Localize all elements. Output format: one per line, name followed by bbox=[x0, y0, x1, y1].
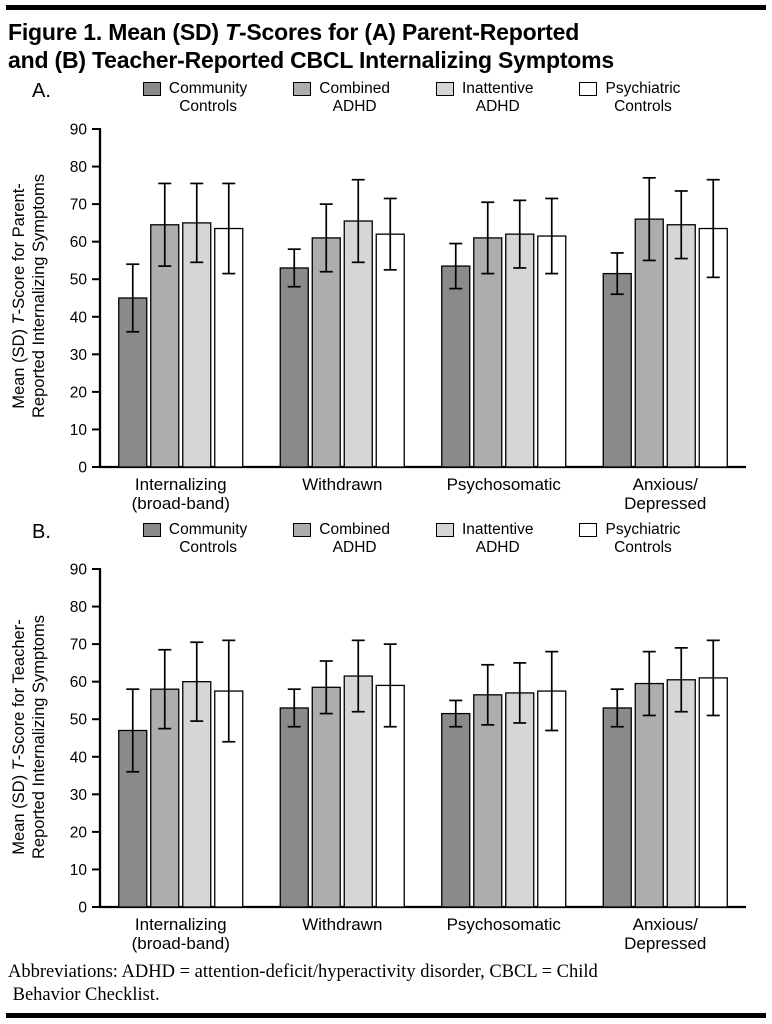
bar-inattentive-adhd bbox=[343, 675, 373, 908]
x-category-label: Psychosomatic bbox=[447, 475, 562, 494]
chart-panel-a: 90 80 70 60 50 40 30 20 10 0 Internalizing (broad-b… bbox=[70, 121, 746, 513]
y-tick-label: 60 bbox=[70, 674, 88, 691]
figure-title: Figure 1. Mean (SD) T-Scores for (A) Par… bbox=[8, 18, 766, 74]
y-tick-label: 60 bbox=[70, 234, 88, 251]
y-tick-label: 20 bbox=[70, 825, 88, 842]
legend-panel-a: Community Controls Combined ADHD Inattenti… bbox=[142, 80, 680, 117]
panel-b-ylabel-col: Mean (SD) T-Score for Teacher- Reported … bbox=[6, 559, 52, 953]
bar-combined-adhd bbox=[311, 686, 341, 908]
legend-label: Community Controls bbox=[168, 80, 248, 116]
x-category-label: Internalizing (broad-band) bbox=[132, 475, 230, 513]
text-segment: Mean (SD) bbox=[9, 324, 28, 409]
bar-inattentive-adhd bbox=[505, 233, 535, 468]
panel-a-ylabel-col: Mean (SD) T-Score for Parent- Reported I… bbox=[6, 119, 52, 513]
y-tick-label: 20 bbox=[70, 384, 88, 401]
legend-item-combined: Combined ADHD bbox=[293, 80, 390, 117]
legend-item-inattentive: Inattentive ADHD bbox=[435, 80, 534, 117]
bar-community-controls bbox=[279, 707, 309, 908]
legend-swatch bbox=[579, 522, 598, 537]
bar-inattentive-adhd bbox=[666, 223, 696, 468]
panel-b-label: B. bbox=[32, 520, 51, 543]
y-tick-label: 50 bbox=[70, 712, 88, 729]
panel-a-header: A. Community Controls Combined ADHD Inatte… bbox=[32, 80, 766, 117]
legend-panel-b: Community Controls Combined ADHD Inattenti… bbox=[142, 520, 680, 558]
legend-label: Combined ADHD bbox=[319, 80, 390, 116]
bar-combined-adhd bbox=[311, 236, 341, 468]
legend-item-community: Community Controls bbox=[142, 520, 248, 558]
legend-label: Psychiatric Controls bbox=[605, 80, 681, 116]
bar-combined-adhd bbox=[634, 683, 664, 908]
y-tick-label: 40 bbox=[70, 749, 88, 766]
legend-swatch bbox=[435, 82, 454, 97]
y-tick-label: 90 bbox=[70, 562, 88, 579]
legend-label: Inattentive ADHD bbox=[461, 80, 534, 116]
x-category-label: Anxious/Depressed bbox=[624, 475, 706, 513]
bar-community-controls bbox=[441, 265, 471, 468]
text-segment: Mean (SD) bbox=[9, 769, 28, 855]
bottom-rule bbox=[6, 1013, 766, 1018]
legend-item-community: Community Controls bbox=[142, 80, 248, 117]
bar-inattentive-adhd bbox=[505, 692, 535, 908]
x-category-label: Withdrawn bbox=[302, 475, 382, 494]
y-tick-label: 0 bbox=[78, 459, 87, 476]
italic-text-segment: T bbox=[225, 19, 239, 45]
y-tick-label: 70 bbox=[70, 196, 88, 213]
legend-item-psychiatric: Psychiatric Controls bbox=[579, 521, 680, 558]
y-tick-label: 80 bbox=[70, 159, 88, 176]
y-axis-label-teacher: Mean (SD) T-Score for Teacher- Reported … bbox=[9, 552, 49, 922]
italic-text-segment: T bbox=[9, 314, 28, 325]
top-rule bbox=[6, 5, 766, 10]
y-tick-label: 70 bbox=[70, 637, 88, 654]
legend-item-inattentive: Inattentive ADHD bbox=[435, 520, 534, 558]
legend-label: Inattentive ADHD bbox=[461, 520, 534, 556]
bar-inattentive-adhd bbox=[182, 221, 212, 468]
y-tick-label: 30 bbox=[70, 787, 88, 804]
text-segment: -Scores for (A) Parent-Reported and (B) … bbox=[8, 19, 614, 74]
y-tick-label: 80 bbox=[70, 599, 88, 616]
legend-swatch bbox=[142, 522, 161, 537]
legend-label: Combined ADHD bbox=[319, 520, 390, 556]
x-category-label: Withdrawn bbox=[302, 915, 382, 934]
legend-swatch bbox=[142, 82, 161, 97]
bar-inattentive-adhd bbox=[666, 679, 696, 908]
legend-item-psychiatric: Psychiatric Controls bbox=[579, 80, 680, 117]
y-tick-label: 50 bbox=[70, 271, 88, 288]
y-tick-label: 10 bbox=[70, 422, 88, 439]
legend-swatch bbox=[579, 82, 598, 97]
y-tick-label: 10 bbox=[70, 862, 88, 879]
y-tick-label: 30 bbox=[70, 346, 88, 363]
y-axis-label-parent: Mean (SD) T-Score for Parent- Reported I… bbox=[9, 111, 49, 481]
panel-a-chart-row: Mean (SD) T-Score for Parent- Reported I… bbox=[6, 119, 766, 513]
text-segment: Figure 1. Mean (SD) bbox=[8, 19, 226, 45]
y-tick-label: 0 bbox=[78, 900, 87, 917]
y-tick-label: 40 bbox=[70, 309, 88, 326]
bar-community-controls bbox=[602, 272, 632, 468]
chart-panel-b: 90 80 70 60 50 40 30 20 10 0 Internalizing (broad-b… bbox=[70, 562, 746, 953]
y-tick-label: 90 bbox=[70, 121, 88, 138]
panel-b-header: B. Community Controls Combined ADHD Inatte… bbox=[32, 521, 766, 558]
panel-b: B. Community Controls Combined ADHD Inatte… bbox=[6, 521, 766, 953]
panel-a: A. Community Controls Combined ADHD Inatte… bbox=[6, 80, 766, 513]
x-category-label: Internalizing (broad-band) bbox=[132, 915, 230, 953]
legend-swatch bbox=[293, 82, 312, 97]
legend-swatch bbox=[293, 522, 312, 537]
legend-swatch bbox=[435, 522, 454, 537]
bar-community-controls bbox=[441, 713, 471, 908]
x-category-label: Psychosomatic bbox=[447, 915, 562, 934]
legend-item-combined: Combined ADHD bbox=[293, 521, 390, 558]
bar-community-controls bbox=[602, 707, 632, 908]
panel-a-label: A. bbox=[32, 80, 51, 103]
italic-text-segment: T bbox=[9, 759, 28, 770]
x-category-label: Anxious/Depressed bbox=[624, 915, 706, 953]
legend-label: Community Controls bbox=[168, 520, 248, 556]
bar-combined-adhd bbox=[473, 694, 503, 908]
bar-community-controls bbox=[279, 266, 309, 468]
legend-label: Psychiatric Controls bbox=[605, 520, 681, 556]
panel-b-chart-row: Mean (SD) T-Score for Teacher- Reported … bbox=[6, 559, 766, 953]
abbreviations-note: Abbreviations: ADHD = attention-deficit/… bbox=[8, 962, 598, 1006]
bar-psychiatric-controls bbox=[375, 233, 405, 468]
